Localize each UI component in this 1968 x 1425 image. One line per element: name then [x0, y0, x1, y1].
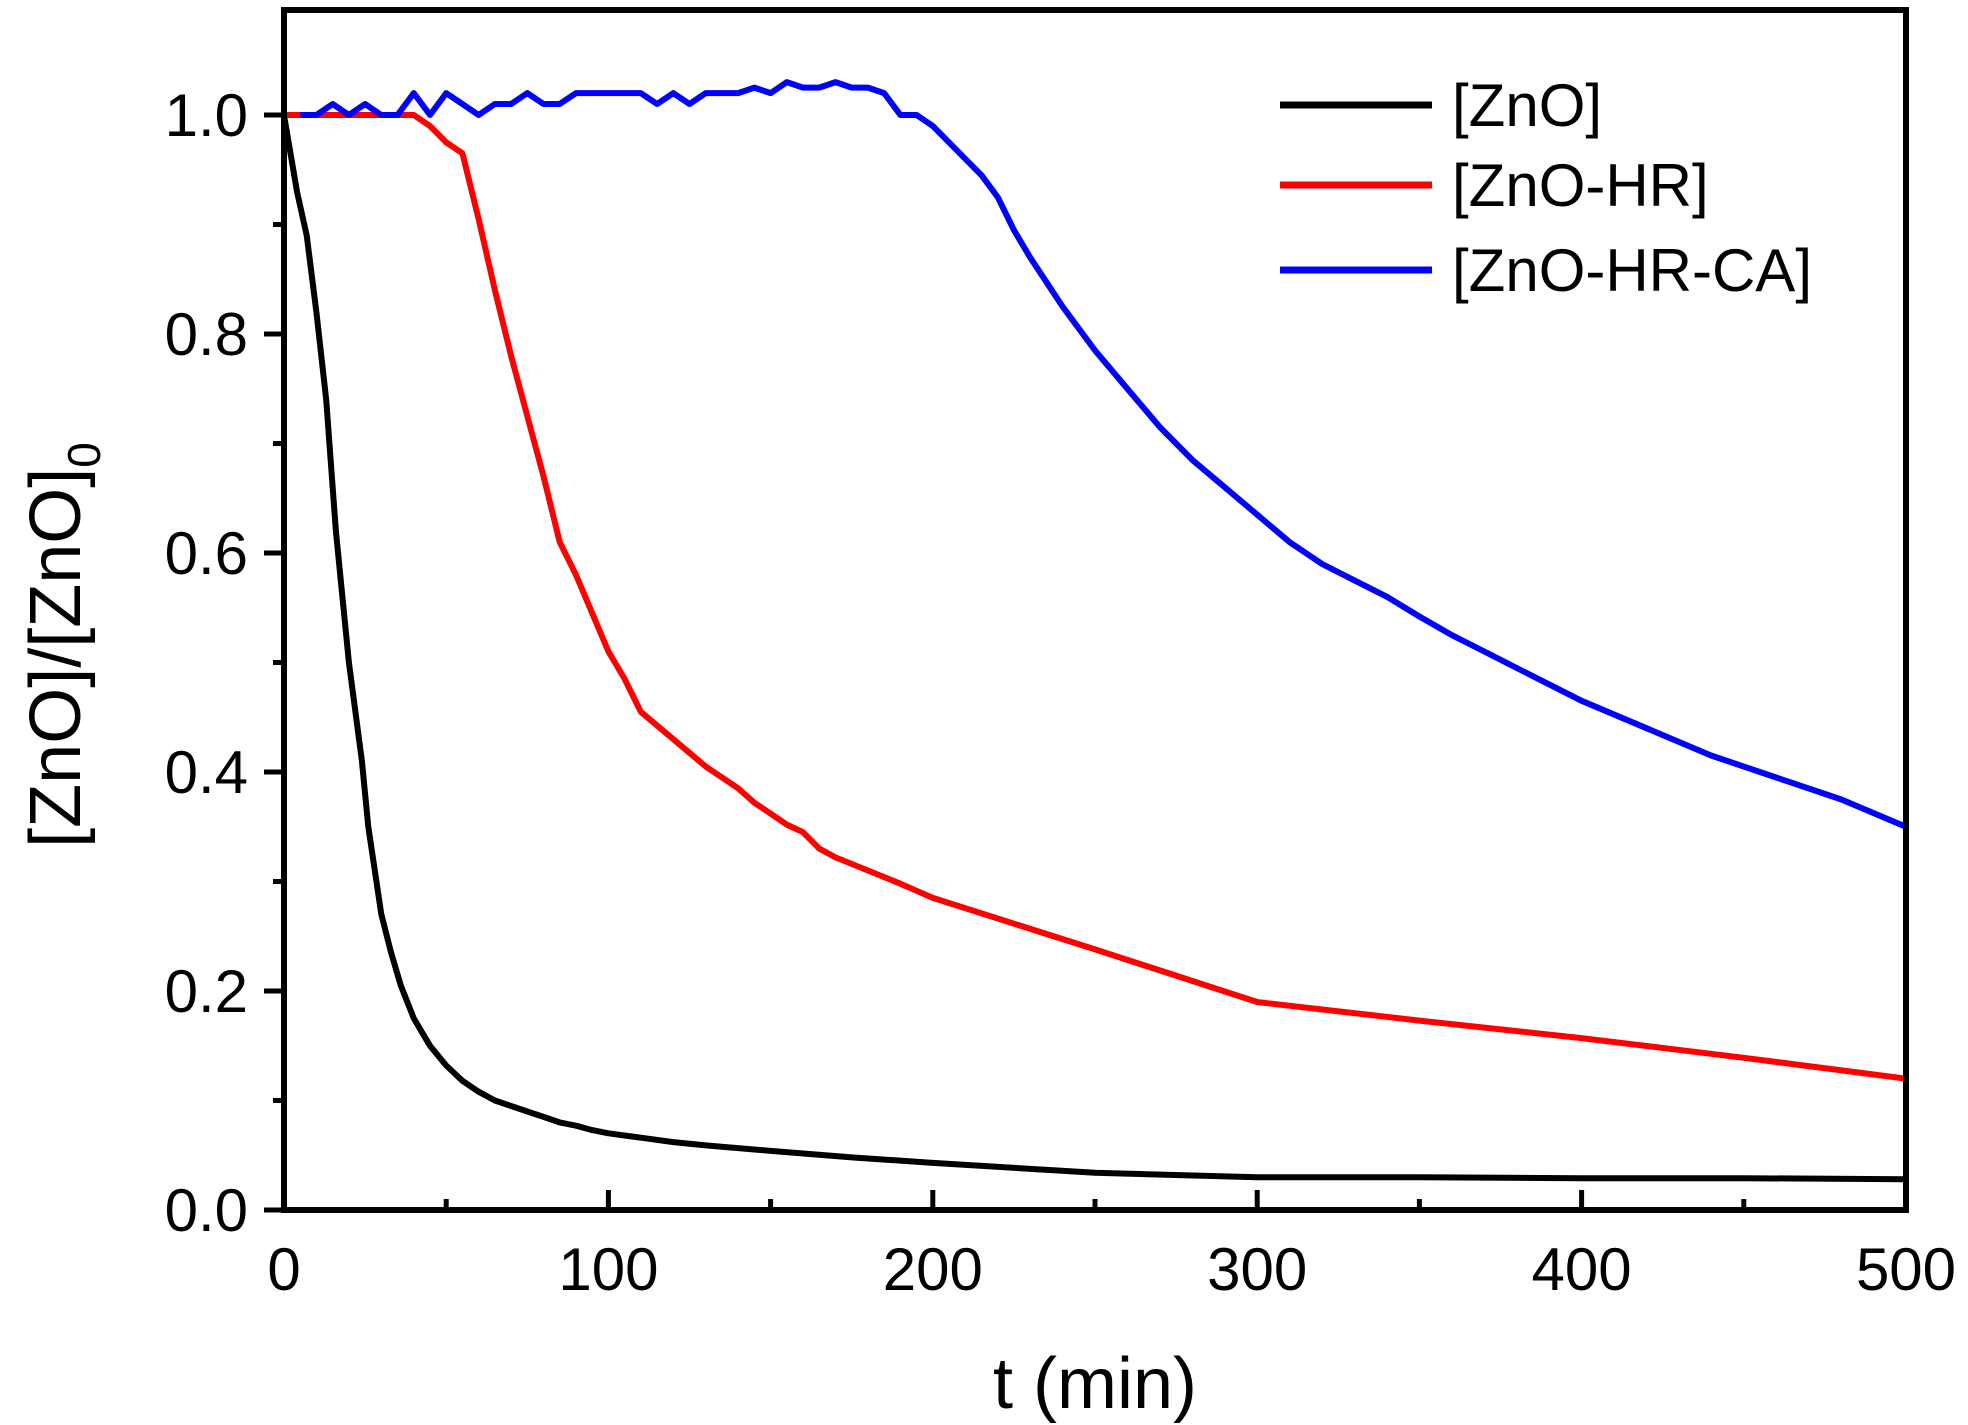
y-axis-title: [ZnO]/[ZnO]0 — [16, 442, 110, 848]
x-tick-label: 300 — [1207, 1236, 1307, 1303]
legend-label-zno: [ZnO] — [1452, 72, 1602, 139]
y-tick-labels: 0.0 0.2 0.4 0.6 0.8 1.0 — [165, 82, 248, 1244]
x-tick-labels: 0 100 200 300 400 500 — [267, 1236, 1956, 1303]
y-tick-label: 0.6 — [165, 520, 248, 587]
series-line-zno-hr-ca — [300, 79, 1908, 830]
plot-frame — [281, 7, 1909, 1213]
x-tick-label: 200 — [883, 1236, 983, 1303]
y-axis-title-main: [ZnO]/[ZnO] — [16, 468, 96, 848]
y-tick-label: 0.4 — [165, 739, 248, 806]
x-tick-label: 0 — [267, 1236, 300, 1303]
y-tick-label: 0.2 — [165, 958, 248, 1025]
y-tick-label: 0.0 — [165, 1177, 248, 1244]
x-tick-label: 400 — [1532, 1236, 1632, 1303]
y-tick-label: 0.8 — [165, 301, 248, 368]
series-line-zno — [281, 114, 1907, 1183]
x-axis-title: t (min) — [993, 1344, 1197, 1424]
x-tick-label: 500 — [1856, 1236, 1956, 1303]
legend: [ZnO] [ZnO-HR] [ZnO-HR-CA] — [1280, 72, 1812, 304]
series-layer — [281, 79, 1908, 1183]
legend-label-zno-hr-ca: [ZnO-HR-CA] — [1452, 237, 1812, 304]
y-axis-title-subscript: 0 — [58, 442, 110, 468]
x-tick-label: 100 — [558, 1236, 658, 1303]
y-tick-label: 1.0 — [165, 82, 248, 149]
legend-label-zno-hr: [ZnO-HR] — [1452, 152, 1709, 219]
